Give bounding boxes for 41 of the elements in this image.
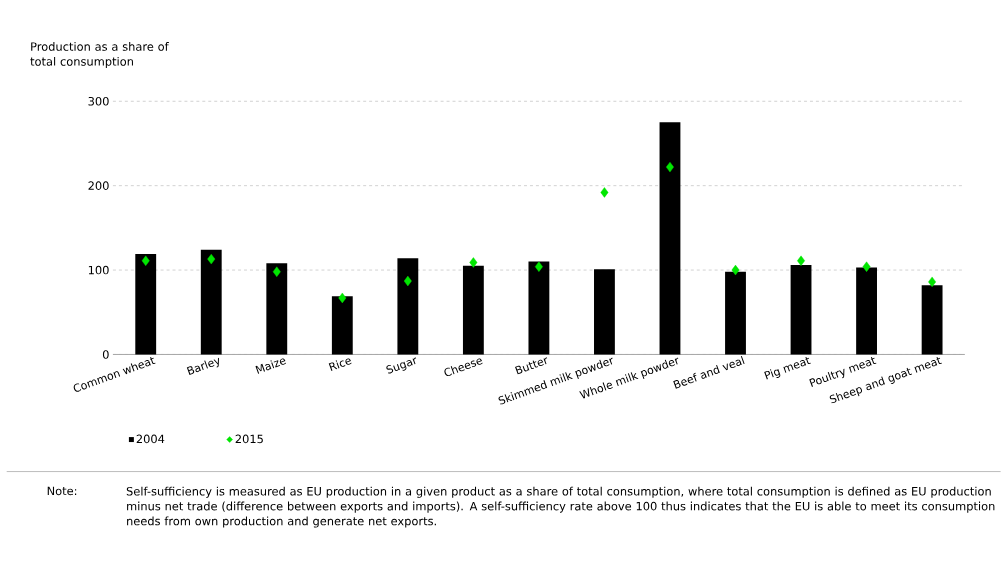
x-tick-label: Pig meat: [764, 356, 811, 380]
point: [403, 275, 412, 287]
point: [797, 255, 805, 266]
point: [141, 255, 150, 266]
legend-label: 2015: [235, 434, 263, 444]
bar: [135, 254, 157, 355]
bar: [528, 261, 550, 355]
text: Self-sufficiency is measured as EU production in a given product as a share of total consumption, where total consumption is defined as EU production minus net trade (difference between exports and imports). A self-sufficiency rate above 100 thus indicates that the EU is able to meet its consumption needs from own production and generate net exports.: [126, 486, 995, 528]
text: Note:: [47, 486, 77, 496]
point: [207, 253, 216, 265]
y-tick-label: 100: [88, 265, 109, 275]
bar: [462, 265, 484, 355]
x-tick-label: Butter: [515, 357, 548, 375]
bar: [397, 258, 419, 355]
point: [731, 264, 740, 276]
y-tick-label: 300: [88, 96, 109, 106]
x-tick-label: Cheese: [444, 358, 483, 377]
bar: [266, 263, 288, 355]
bar: [659, 122, 681, 355]
point: [862, 261, 871, 272]
legend-label: 2004: [136, 434, 165, 444]
x-tick-label: Sugar: [386, 357, 417, 374]
bar: [200, 249, 222, 355]
bar: [331, 296, 353, 355]
x-tick-label: Rice: [328, 358, 352, 371]
y-tick-label: 0: [102, 350, 109, 359]
bar: [725, 271, 746, 355]
y-tick-label: 200: [88, 181, 109, 190]
bar: [856, 267, 877, 355]
point: [600, 187, 609, 198]
bar: [921, 285, 943, 355]
point: [338, 292, 347, 304]
point: [928, 276, 937, 288]
point: [534, 261, 543, 272]
x-tick-label: Maize: [255, 358, 286, 374]
x-tick-label: Barley: [186, 357, 219, 375]
bar: [790, 265, 812, 355]
y-axis-title: Production as a share of total consumption: [30, 42, 169, 68]
point: [469, 257, 478, 268]
bar: [594, 269, 615, 355]
point: [272, 266, 281, 277]
